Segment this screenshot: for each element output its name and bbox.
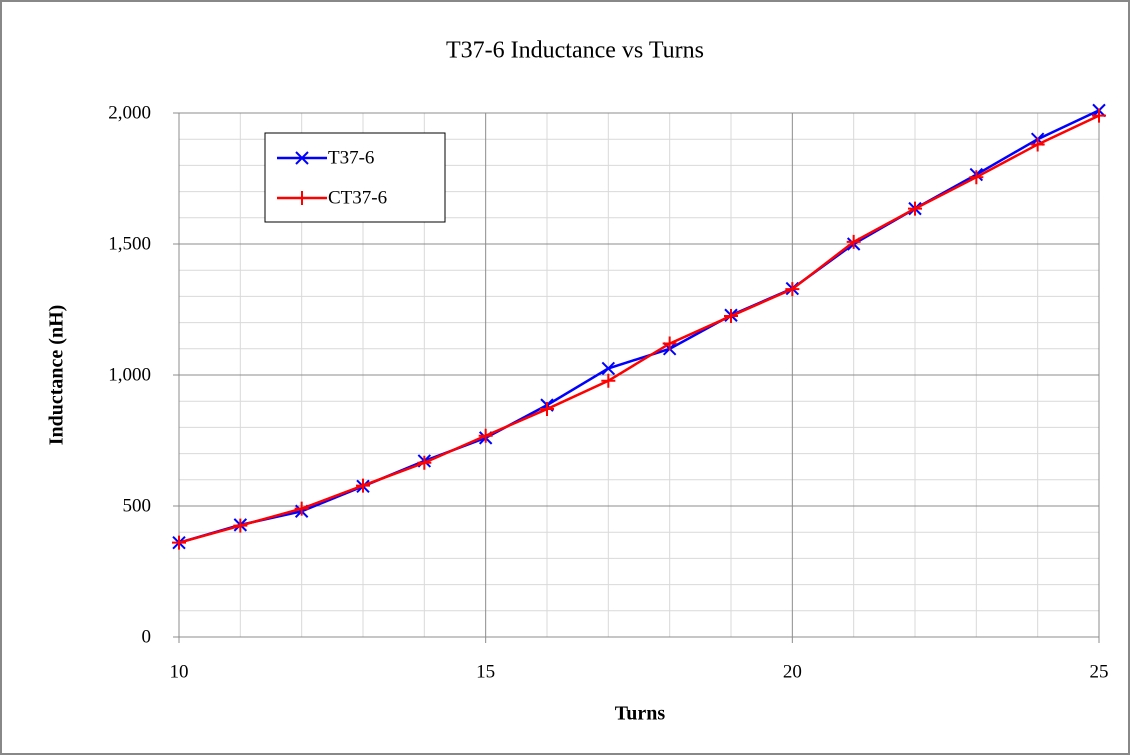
x-tick-label: 25 [1090, 661, 1109, 682]
marker [295, 151, 309, 165]
y-tick-label: 500 [123, 495, 152, 516]
marker [478, 428, 493, 443]
marker [908, 201, 922, 216]
marker [846, 234, 861, 249]
marker [356, 478, 370, 493]
chart-title: T37-6 Inductance vs Turns [446, 38, 704, 64]
marker [1092, 108, 1106, 123]
x-tick-label: 15 [476, 661, 495, 682]
marker [295, 191, 309, 205]
y-tick-label: 2,000 [108, 102, 151, 123]
marker [724, 309, 738, 324]
marker [417, 455, 432, 470]
y-axis-title: Inductance (nH) [46, 305, 68, 446]
marker [601, 361, 616, 376]
marker [172, 535, 186, 550]
marker [662, 336, 677, 351]
x-axis-title: Turns [615, 703, 666, 725]
x-tick-label: 20 [783, 661, 802, 682]
y-tick-label: 1,000 [108, 364, 151, 385]
marker [969, 170, 984, 185]
marker [601, 373, 616, 388]
legend-label: CT37-6 [328, 187, 387, 208]
legend-label: T37-6 [328, 147, 374, 168]
y-tick-label: 0 [142, 626, 152, 647]
legend: T37-6 CT37-6 [264, 132, 446, 223]
legend-box [264, 132, 446, 223]
x-tick-label: 10 [170, 661, 189, 682]
y-tick-label: 1,500 [108, 233, 151, 254]
marker [294, 501, 309, 516]
series-line [178, 114, 1100, 544]
marker [1030, 137, 1045, 152]
marker [540, 402, 554, 417]
marker [233, 518, 248, 533]
marker [785, 282, 800, 297]
